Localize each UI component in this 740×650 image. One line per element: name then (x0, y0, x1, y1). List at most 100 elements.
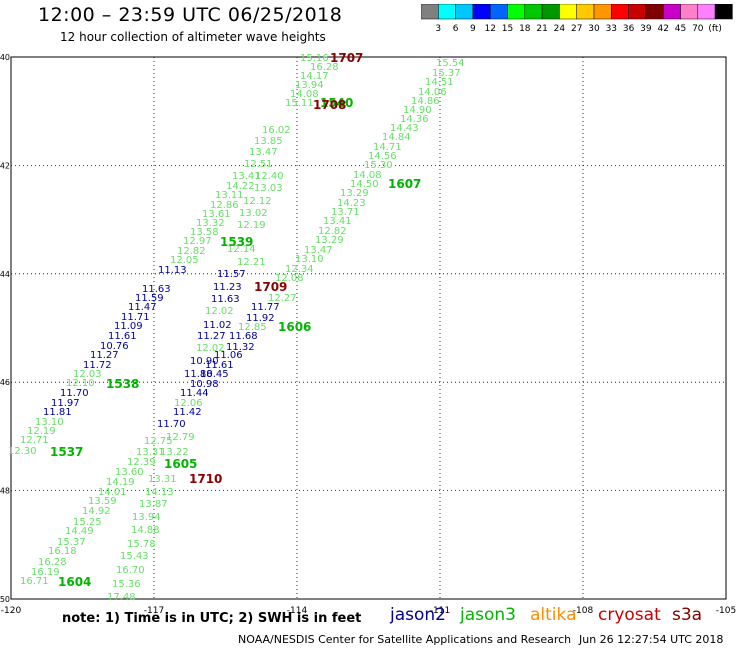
swh-observation: 14.71 (373, 142, 402, 153)
satellite-legend-jason3: jason3 (460, 605, 516, 625)
lat-tick-label: 48 (0, 487, 10, 496)
swh-observation: 14.19 (106, 477, 135, 488)
swh-observation: 13.29 (315, 235, 344, 246)
swh-observation: 12.71 (20, 435, 49, 446)
swh-observation: 15.11 (285, 98, 314, 109)
swh-observation: 16.19 (31, 567, 60, 578)
swh-observation: 11.63 (211, 294, 240, 305)
swh-observation: 16.28 (310, 62, 339, 73)
colorbar-swatch (714, 4, 733, 20)
swh-observation: 15.36 (112, 579, 141, 590)
swh-observation: 14.13 (145, 487, 174, 498)
colorbar-label: 70 (692, 24, 704, 34)
swh-observation: 15.16 (300, 53, 329, 64)
swh-observation: 12.12 (243, 196, 272, 207)
swh-observation: 14.22 (226, 181, 255, 192)
colorbar-label: 12 (484, 24, 495, 34)
swh-observation: 11.97 (51, 398, 80, 409)
swh-observation: 13.47 (304, 245, 333, 256)
colorbar-label: 21 (536, 24, 547, 34)
colorbar-label: 18 (519, 24, 531, 34)
swh-observation: 13.85 (254, 136, 283, 147)
swh-observation: 11.88 (184, 369, 213, 380)
pass-time-label: 1707 (330, 51, 363, 65)
colorbar-label: (ft) (708, 24, 722, 34)
pass-time-label: 1710 (189, 472, 222, 486)
swh-observation: 14.01 (98, 487, 127, 498)
swh-observation: 14.88 (131, 525, 160, 536)
swh-observation: 13.10 (35, 417, 64, 428)
swh-observation: 13.58 (190, 227, 219, 238)
observation-labels: 15.1616.2814.1713.9414.0815.1116.0213.85… (8, 53, 465, 603)
swh-observation: 16.02 (262, 125, 291, 136)
swh-observation: 14.90 (403, 105, 432, 116)
swh-observation: 12.06 (174, 398, 203, 409)
swh-observation: 15.43 (120, 551, 149, 562)
lat-tick-label: 46 (0, 378, 10, 387)
swh-observation: 12.27 (268, 293, 297, 304)
swh-observation: 13.94 (295, 80, 324, 91)
pass-time-label: 1708 (313, 98, 346, 112)
swh-observation: 12.34 (285, 264, 314, 275)
swh-observation: 11.59 (135, 293, 164, 304)
swh-observation: 16.28 (38, 557, 67, 568)
swh-observation: 10.45 (200, 369, 229, 380)
swh-observation: 11.13 (158, 265, 187, 276)
swh-observation: 13.47 (249, 147, 278, 158)
map-frame (10, 56, 727, 600)
swh-observation: 12.08 (275, 273, 304, 284)
swh-observation: 13.71 (331, 207, 360, 218)
lon-tick-label: -114 (287, 606, 308, 616)
swh-observation: 11.06 (214, 350, 243, 361)
swh-observation: 15.30 (364, 160, 393, 171)
swh-observation: 14.51 (425, 77, 454, 88)
colorbar-label: 24 (554, 24, 566, 34)
swh-observation: 14.43 (390, 123, 419, 134)
colorbar-label: 30 (588, 24, 600, 34)
swh-observation: 12.75 (144, 436, 173, 447)
swh-observation: 15.78 (127, 539, 156, 550)
swh-observation: 14.92 (82, 506, 111, 517)
map-tick-labels: -120 -117 -114 -111 -108 -105 40 42 44 46 48 50 (0, 53, 736, 616)
swh-observation: 11.02 (203, 320, 232, 331)
swh-observation: 11.71 (121, 312, 150, 323)
satellite-legend-cryosat: cryosat (598, 605, 661, 625)
colorbar-label: 3 (435, 24, 441, 34)
swh-observation: 12.40 (255, 171, 284, 182)
swh-observation: 11.72 (83, 360, 112, 371)
footer-credit: NOAA/NESDIS Center for Satellite Applica… (238, 633, 572, 646)
swh-observation: 12.19 (237, 220, 266, 231)
swh-observation: 15.25 (73, 517, 102, 528)
swh-observation: 12.86 (210, 200, 239, 211)
swh-observation: 12.02 (196, 343, 225, 354)
pass-time-label: 1709 (254, 280, 287, 294)
swh-observation: 11.68 (229, 331, 258, 342)
swh-observation: 11.70 (157, 419, 186, 430)
swh-observation: 15.37 (432, 68, 461, 79)
satellite-legend-s3a: s3a (672, 605, 703, 625)
swh-observation: 14.23 (337, 198, 366, 209)
swh-observation: 16.18 (48, 546, 77, 557)
swh-observation: 17.48 (107, 592, 136, 603)
swh-observation: 11.61 (205, 360, 234, 371)
swh-observation: 11.63 (142, 284, 171, 295)
lat-tick-label: 42 (0, 161, 10, 170)
swh-observation: 11.81 (43, 407, 72, 418)
swh-observation: 13.59 (88, 496, 117, 507)
swh-observation: 11.77 (251, 302, 280, 313)
swh-observation: 12.97 (183, 236, 212, 247)
satellite-legend-jason2: jason2 (390, 605, 446, 625)
colorbar-label: 42 (657, 24, 668, 34)
swh-observation: 13.29 (340, 188, 369, 199)
colorbar-label: 36 (623, 24, 635, 34)
swh-observation: 14.17 (300, 71, 329, 82)
pass-time-label: 1605 (164, 457, 197, 471)
satellite-legend-altika: altika (530, 605, 577, 625)
swh-observation: 13.61 (202, 209, 231, 220)
colorbar-label: 33 (606, 24, 617, 34)
pass-time-label: 1604 (58, 575, 91, 589)
swh-observation: 13.02 (239, 208, 268, 219)
swh-observation: 12.19 (27, 426, 56, 437)
swh-observation: 12.82 (177, 246, 206, 257)
